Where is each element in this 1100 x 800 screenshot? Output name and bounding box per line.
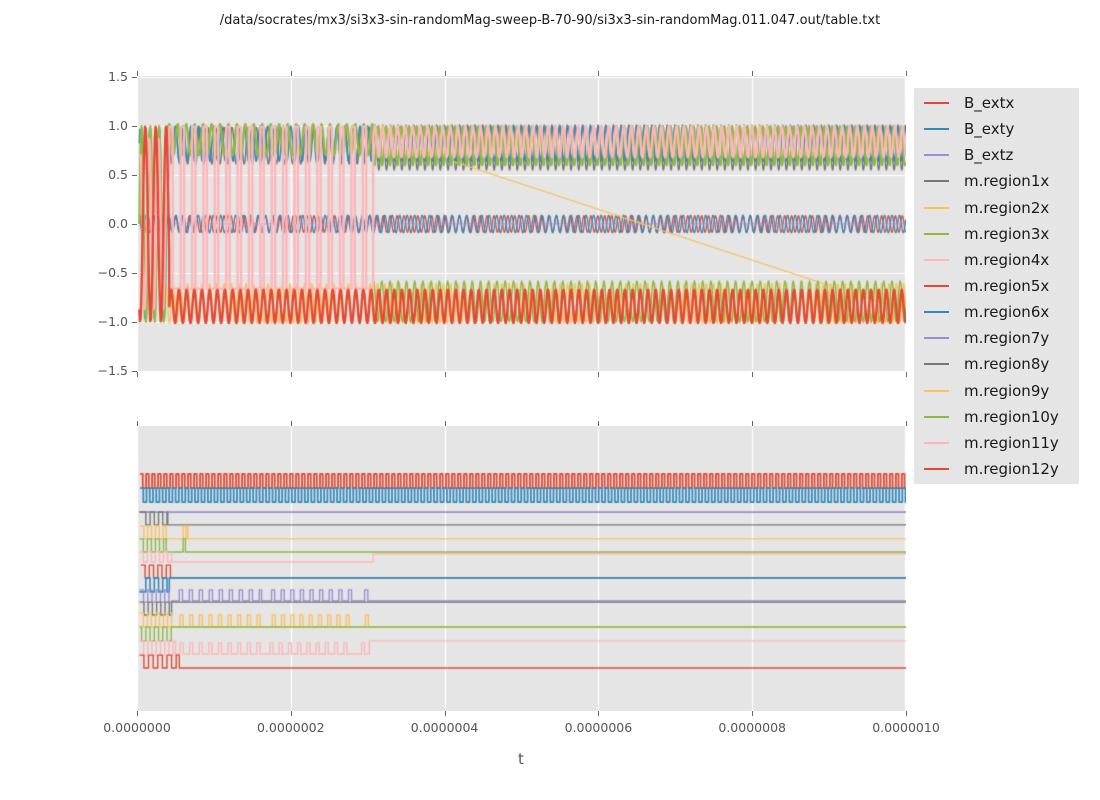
legend-label: m.region9y: [964, 381, 1050, 400]
legend-item: m.region5x: [914, 273, 1079, 299]
legend: B_extx B_exty B_extz m.region1x m.region2x m.…: [914, 88, 1079, 484]
x-axis-label: t: [518, 750, 524, 768]
x-tick-label: 0.0000006: [564, 720, 633, 735]
top-subplot-canvas: [137, 76, 906, 372]
legend-label: m.region8y: [964, 355, 1050, 374]
legend-item: m.region12y: [914, 456, 1079, 482]
legend-item: m.region1x: [914, 168, 1079, 194]
y-tick-label: −0.5: [97, 265, 128, 280]
legend-line-swatch: [924, 337, 949, 340]
x-tick-mark: [445, 711, 446, 716]
legend-line-swatch: [924, 180, 949, 183]
x-tick-mark: [137, 711, 138, 716]
x-tick-mark: [598, 372, 599, 377]
legend-line-swatch: [924, 285, 949, 287]
legend-item: m.region2x: [914, 195, 1079, 221]
legend-line-swatch: [924, 311, 949, 314]
legend-label: m.region11y: [964, 433, 1059, 452]
x-tick-mark: [752, 372, 753, 377]
legend-item: B_exty: [914, 116, 1079, 142]
x-tick-mark: [906, 71, 907, 76]
y-tick-label: 0.0: [108, 216, 128, 231]
legend-line-swatch: [924, 415, 949, 418]
x-tick-mark: [291, 711, 292, 716]
x-tick-mark: [598, 71, 599, 76]
x-tick-mark: [137, 372, 138, 377]
legend-line-swatch: [924, 389, 949, 392]
legend-label: m.region5x: [964, 277, 1050, 295]
bottom-subplot-canvas: [137, 426, 906, 711]
x-tick-mark: [137, 71, 138, 76]
x-tick-mark: [752, 71, 753, 76]
legend-line-swatch: [924, 232, 949, 235]
legend-item: m.region6x: [914, 299, 1079, 325]
x-tick-label: 0.0000008: [718, 720, 786, 735]
legend-label: B_extx: [964, 94, 1015, 113]
legend-item: B_extz: [914, 142, 1079, 168]
legend-item: m.region8y: [914, 351, 1079, 377]
y-tick-label: −1.5: [97, 363, 128, 378]
legend-line-swatch: [924, 441, 949, 444]
legend-label: B_extz: [964, 146, 1014, 165]
legend-item: m.region7y: [914, 325, 1079, 351]
x-tick-label: 0.0000002: [256, 720, 325, 735]
legend-label: m.region12y: [964, 459, 1059, 478]
y-tick-mark: [132, 77, 137, 78]
legend-line-swatch: [924, 258, 949, 261]
legend-line-swatch: [924, 363, 949, 366]
x-tick-mark: [137, 421, 138, 426]
x-tick-mark: [291, 421, 292, 426]
x-tick-mark: [291, 71, 292, 76]
x-tick-mark: [598, 421, 599, 426]
y-tick-mark: [132, 371, 137, 372]
legend-label: m.region6x: [964, 303, 1050, 322]
x-tick-mark: [445, 372, 446, 377]
legend-item: m.region11y: [914, 430, 1079, 456]
x-tick-mark: [291, 372, 292, 377]
y-tick-mark: [132, 224, 137, 225]
legend-item: B_extx: [914, 90, 1079, 116]
x-tick-mark: [445, 71, 446, 76]
y-tick-label: 1.0: [108, 118, 128, 133]
y-tick-mark: [132, 126, 137, 127]
x-tick-label: 0.0000000: [103, 720, 171, 735]
x-tick-mark: [906, 421, 907, 426]
y-tick-mark: [132, 175, 137, 176]
x-tick-label: 0.0000010: [872, 720, 940, 735]
top-subplot: [137, 76, 906, 372]
legend-item: m.region3x: [914, 221, 1079, 247]
legend-label: m.region2x: [964, 198, 1050, 217]
plot-title: /data/socrates/mx3/si3x3-sin-randomMag-s…: [219, 13, 881, 28]
y-tick-label: 1.5: [108, 69, 128, 84]
x-tick-label: 0.0000004: [410, 720, 479, 735]
legend-item: m.region10y: [914, 404, 1079, 430]
y-tick-mark: [132, 322, 137, 323]
y-tick-label: 0.5: [108, 167, 128, 182]
x-tick-mark: [752, 421, 753, 426]
x-tick-mark: [752, 711, 753, 716]
legend-line-swatch: [924, 467, 949, 470]
x-tick-mark: [906, 711, 907, 716]
legend-line-swatch: [924, 128, 949, 131]
x-tick-mark: [598, 711, 599, 716]
x-tick-mark: [906, 372, 907, 377]
x-tick-mark: [445, 421, 446, 426]
legend-label: B_exty: [964, 120, 1015, 139]
legend-line-swatch: [924, 102, 949, 105]
legend-line-swatch: [924, 206, 949, 209]
y-tick-mark: [132, 273, 137, 274]
legend-item: m.region9y: [914, 378, 1079, 404]
legend-label: m.region1x: [964, 172, 1050, 191]
legend-label: m.region10y: [964, 407, 1059, 426]
legend-label: m.region3x: [964, 224, 1050, 243]
y-tick-label: −1.0: [97, 314, 128, 329]
legend-label: m.region7y: [964, 329, 1050, 348]
bottom-subplot: [137, 426, 906, 711]
legend-line-swatch: [924, 154, 949, 157]
legend-label: m.region4x: [964, 250, 1050, 269]
legend-item: m.region4x: [914, 247, 1079, 273]
